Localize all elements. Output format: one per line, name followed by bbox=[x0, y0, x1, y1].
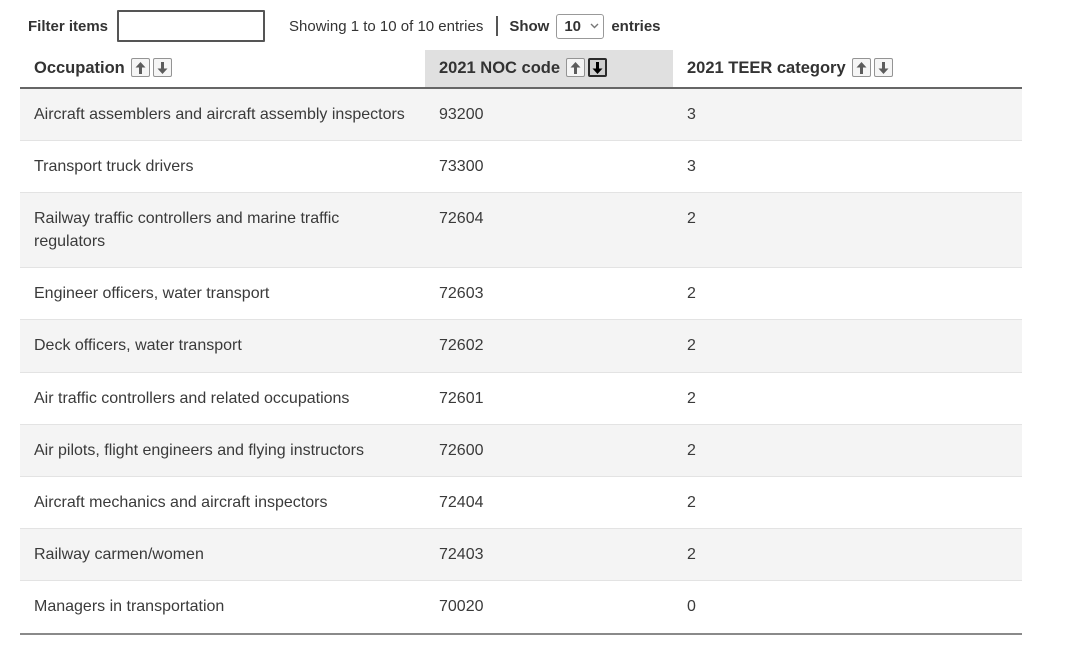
column-header-label: Occupation bbox=[34, 58, 125, 77]
occupation-cell: Transport truck drivers bbox=[20, 139, 425, 193]
toolbar-divider bbox=[496, 16, 499, 36]
teer-category-cell: 2 bbox=[673, 191, 1022, 268]
noc-code-cell: 93200 bbox=[439, 105, 484, 123]
table-row: Deck officers, water transport 72602 2 bbox=[20, 319, 1022, 373]
table-row: Transport truck drivers 73300 3 bbox=[20, 139, 1022, 193]
table-row: Aircraft assemblers and aircraft assembl… bbox=[20, 87, 1022, 141]
teer-category-cell: 3 bbox=[673, 139, 1022, 193]
noc-code-cell: 72602 bbox=[425, 319, 673, 373]
occupation-cell: Aircraft assemblers and aircraft assembl… bbox=[34, 105, 405, 123]
occupation-cell: Aircraft mechanics and aircraft inspecto… bbox=[20, 475, 425, 529]
table-row: Railway carmen/women 72403 2 bbox=[20, 528, 1022, 581]
teer-category-cell: 3 bbox=[687, 105, 696, 123]
occupation-cell: Deck officers, water transport bbox=[20, 319, 425, 373]
table-row: Railway traffic controllers and marine t… bbox=[20, 191, 1022, 268]
occupation-cell: Air traffic controllers and related occu… bbox=[20, 371, 425, 425]
table-row: Air traffic controllers and related occu… bbox=[20, 371, 1022, 425]
sort-descending-button[interactable] bbox=[588, 58, 608, 77]
occupation-cell: Railway carmen/women bbox=[20, 528, 425, 581]
filter-label: Filter items bbox=[28, 17, 109, 35]
occupation-cell: Managers in transportation bbox=[20, 580, 425, 635]
table-row: Engineer officers, water transport 72603… bbox=[20, 267, 1022, 320]
filter-input[interactable] bbox=[117, 10, 266, 42]
occupation-cell: Engineer officers, water transport bbox=[20, 267, 425, 320]
sort-ascending-button[interactable] bbox=[130, 58, 150, 77]
occupations-table: Occupation 2021 NOC code bbox=[20, 50, 1022, 635]
show-label: Show bbox=[509, 17, 550, 35]
noc-code-cell: 72604 bbox=[425, 191, 673, 268]
teer-category-cell: 2 bbox=[673, 475, 1022, 529]
noc-code-cell: 73300 bbox=[425, 139, 673, 193]
noc-code-cell: 72403 bbox=[425, 528, 673, 581]
sort-descending-button[interactable] bbox=[152, 58, 172, 77]
sort-descending-button[interactable] bbox=[873, 58, 893, 77]
teer-category-cell: 2 bbox=[673, 319, 1022, 373]
noc-code-cell: 72601 bbox=[425, 371, 673, 425]
teer-category-cell: 2 bbox=[673, 528, 1022, 581]
sort-ascending-button[interactable] bbox=[566, 58, 586, 77]
page-size-select-wrap: 10 bbox=[556, 13, 605, 39]
noc-code-cell: 72600 bbox=[425, 423, 673, 477]
table-row: Aircraft mechanics and aircraft inspecto… bbox=[20, 475, 1022, 529]
table-toolbar: Filter items Showing 1 to 10 of 10 entri… bbox=[28, 9, 1080, 43]
column-header-noc-code: 2021 NOC code bbox=[425, 50, 673, 89]
teer-category-cell: 2 bbox=[673, 267, 1022, 320]
teer-category-cell: 0 bbox=[673, 580, 1022, 635]
table-header: Occupation 2021 NOC code bbox=[20, 50, 1022, 89]
noc-code-cell: 72603 bbox=[425, 267, 673, 320]
showing-entries-text: Showing 1 to 10 of 10 entries bbox=[289, 17, 484, 35]
column-header-label: 2021 NOC code bbox=[439, 58, 561, 77]
teer-category-cell: 2 bbox=[673, 423, 1022, 477]
column-header-occupation: Occupation bbox=[20, 50, 425, 89]
table-row: Air pilots, flight engineers and flying … bbox=[20, 423, 1022, 477]
noc-code-cell: 72404 bbox=[425, 475, 673, 529]
column-header-teer-category: 2021 TEER category bbox=[673, 50, 1022, 89]
occupation-cell: Railway traffic controllers and marine t… bbox=[20, 191, 425, 268]
table-body: Aircraft assemblers and aircraft assembl… bbox=[20, 87, 1022, 635]
entries-label: entries bbox=[611, 17, 661, 35]
occupation-cell: Air pilots, flight engineers and flying … bbox=[20, 423, 425, 477]
table-row: Managers in transportation 70020 0 bbox=[20, 580, 1022, 635]
sort-ascending-button[interactable] bbox=[851, 58, 871, 77]
noc-code-cell: 70020 bbox=[425, 580, 673, 635]
column-header-label: 2021 TEER category bbox=[687, 58, 846, 77]
teer-category-cell: 2 bbox=[673, 371, 1022, 425]
page-size-select[interactable]: 10 bbox=[556, 13, 605, 39]
